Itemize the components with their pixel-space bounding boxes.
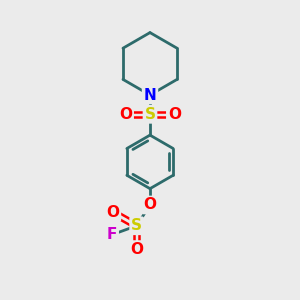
- Text: O: O: [130, 242, 143, 257]
- Text: N: N: [144, 88, 156, 103]
- Text: S: S: [131, 218, 142, 233]
- Text: O: O: [168, 107, 181, 122]
- Text: O: O: [106, 205, 119, 220]
- Text: O: O: [119, 107, 132, 122]
- Text: S: S: [145, 107, 155, 122]
- Text: O: O: [143, 197, 157, 212]
- Text: F: F: [107, 227, 117, 242]
